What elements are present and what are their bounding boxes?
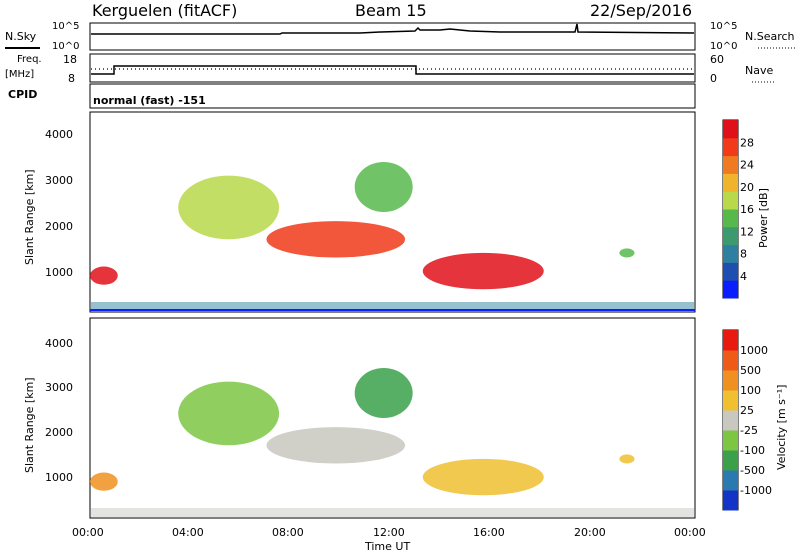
power-colorbar-tick-0: 28	[740, 136, 754, 149]
power-marks-echo-0	[90, 266, 118, 285]
nave-label: Nave	[745, 64, 773, 77]
vel-colorbar-swatch-8	[723, 330, 738, 351]
vel-colorbar-tick-1: 500	[740, 364, 761, 377]
noise-right-tick-top: 10^5	[710, 21, 737, 32]
vel-ylabel: Slant Range [km]	[23, 377, 36, 473]
power-colorbar-swatch-2	[723, 244, 738, 263]
vel-marks-echo-5	[619, 454, 635, 464]
power-marks-echo-5	[619, 248, 635, 258]
freq-label-1: Freq.	[17, 54, 42, 65]
power-ytick-2000: 2000	[45, 220, 73, 233]
vel-ytick-2000: 2000	[45, 426, 73, 439]
vel-ytick-1000: 1000	[45, 471, 73, 484]
frequency-line	[91, 65, 694, 75]
xaxis-label: Time UT	[364, 540, 410, 553]
xtick-4: 16:00	[473, 526, 505, 539]
power-colorbar-swatch-3	[723, 226, 738, 246]
power-colorbar-tick-4: 12	[740, 225, 754, 238]
vel-colorbar-label: Velocity [m s⁻¹]	[775, 385, 788, 470]
vel-colorbar-swatch-6	[723, 370, 738, 391]
vel-colorbar-swatch-4	[723, 410, 738, 431]
vel-colorbar-swatch-7	[723, 350, 738, 371]
vel-ytick-4000: 4000	[45, 337, 73, 350]
power-panel: 4000 3000 2000 1000 Slant Range [km] 28 2…	[23, 111, 770, 313]
power-colorbar-swatch-1	[723, 262, 738, 281]
power-marks-echo-3	[354, 162, 413, 212]
power-marks-echo-4	[422, 252, 544, 290]
power-ylabel: Slant Range [km]	[23, 169, 36, 265]
power-colorbar-tick-6: 4	[740, 270, 747, 283]
vel-colorbar-tick-4: -25	[740, 424, 758, 437]
power-ytick-3000: 3000	[45, 174, 73, 187]
noise-sky-line	[91, 23, 695, 35]
noise-right-tick-bottom: 10^0	[710, 41, 737, 52]
frequency-panel: Freq. [MHz] 18 8 60 0 Nave CPID normal (…	[5, 53, 775, 109]
power-colorbar-swatch-7	[723, 155, 738, 174]
power-colorbar-tick-5: 8	[740, 248, 747, 261]
x-axis: 00:00 04:00 08:00 12:00 16:00 20:00 00:0…	[72, 526, 706, 553]
power-colorbar-tick-2: 20	[740, 181, 754, 194]
noise-left-tick-top: 10^5	[52, 21, 79, 32]
vel-colorbar-tick-7: -1000	[740, 484, 772, 497]
vel-colorbar-tick-3: 25	[740, 404, 754, 417]
power-colorbar-label: Power [dB]	[757, 188, 770, 248]
vel-colorbar-swatch-5	[723, 390, 738, 411]
power-marks-echo-2	[266, 221, 406, 258]
xtick-1: 04:00	[172, 526, 204, 539]
vel-colorbar-swatch-0	[723, 490, 738, 511]
power-colorbar-swatch-0	[723, 280, 738, 299]
vel-marks-echo-1	[178, 381, 280, 446]
freq-tick-bottom: 8	[68, 72, 75, 85]
vel-ytick-3000: 3000	[45, 381, 73, 394]
vel-marks-echo-2	[266, 427, 406, 464]
power-ytick-1000: 1000	[45, 266, 73, 279]
vel-marks-near-range-band	[91, 508, 694, 517]
vel-colorbar-swatch-1	[723, 470, 738, 491]
xtick-6: 00:00	[674, 526, 706, 539]
freq-tick-top: 18	[63, 53, 77, 66]
vel-colorbar-swatch-2	[723, 450, 738, 471]
noise-panel: N.Sky 10^5 10^0 10^5 10^0 N.Search	[5, 21, 795, 52]
power-marks-echo-1	[178, 175, 280, 240]
beam-label: Beam 15	[355, 1, 427, 20]
vel-colorbar-tick-2: 100	[740, 384, 761, 397]
vel-marks-echo-4	[422, 458, 544, 496]
vel-marks-echo-0	[90, 472, 118, 491]
velocity-panel: 4000 3000 2000 1000 Slant Range [km] 100…	[23, 317, 788, 519]
vel-colorbar-tick-6: -500	[740, 464, 765, 477]
noise-right-label: N.Search	[745, 30, 795, 43]
vel-colorbar-tick-5: -100	[740, 444, 765, 457]
xtick-5: 20:00	[574, 526, 606, 539]
power-colorbar-swatch-4	[723, 209, 738, 228]
power-colorbar-swatch-8	[723, 137, 738, 157]
noise-left-label: N.Sky	[5, 30, 37, 43]
xtick-0: 00:00	[72, 526, 104, 539]
power-marks-near-range-band	[91, 302, 694, 311]
power-colorbar-swatch-6	[723, 173, 738, 192]
date-label: 22/Sep/2016	[590, 1, 693, 20]
noise-left-tick-bottom: 10^0	[52, 41, 79, 52]
vel-marks-echo-3	[354, 368, 413, 418]
nave-tick-top: 60	[710, 53, 724, 66]
chart-title: Kerguelen (fitACF)	[92, 1, 238, 20]
cpid-label: CPID	[8, 88, 37, 101]
freq-label-2: [MHz]	[5, 69, 34, 80]
power-colorbar-tick-3: 16	[740, 203, 754, 216]
power-ytick-4000: 4000	[45, 128, 73, 141]
vel-colorbar-tick-0: 1000	[740, 344, 768, 357]
power-colorbar-swatch-5	[723, 191, 738, 210]
power-colorbar-tick-1: 24	[740, 159, 754, 172]
nave-tick-bottom: 0	[710, 72, 717, 85]
xtick-2: 08:00	[272, 526, 304, 539]
xtick-3: 12:00	[373, 526, 405, 539]
cpid-mode-text: normal (fast) -151	[93, 94, 206, 107]
power-colorbar-swatch-9	[723, 120, 738, 139]
vel-colorbar-swatch-3	[723, 430, 738, 451]
